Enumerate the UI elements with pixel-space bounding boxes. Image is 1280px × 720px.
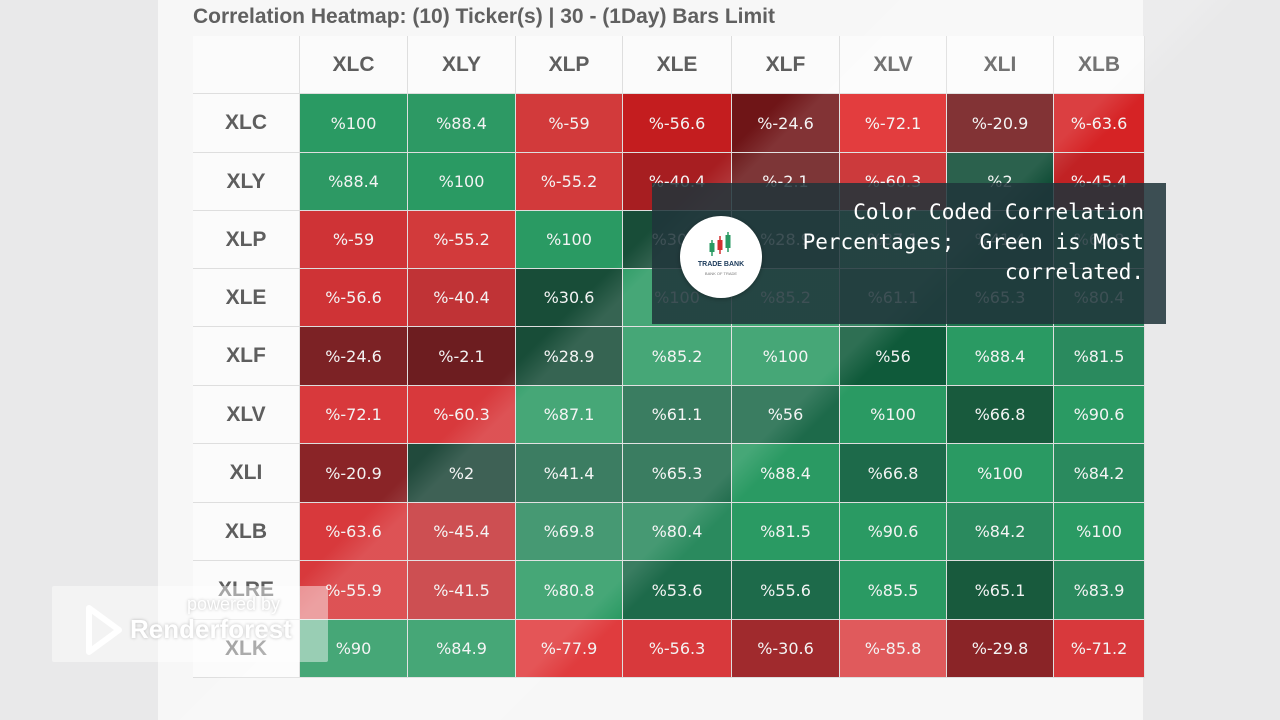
column-header-xlp: XLP [516,36,623,94]
heatmap-cell: %90 [300,620,408,678]
heatmap-cell: %90.6 [1054,386,1145,444]
row-header-xlv: XLV [193,386,300,444]
heatmap-cell: %84.9 [408,620,516,678]
row-header-xlc: XLC [193,94,300,153]
row-header-xly: XLY [193,153,300,211]
heatmap-cell: %-56.6 [623,94,732,153]
caption-line-2: Percentages; Green is Most [802,230,1144,254]
heatmap-cell: %87.1 [516,386,623,444]
heatmap-cell: %88.4 [947,327,1054,386]
heatmap-cell: %-20.9 [947,94,1054,153]
heatmap-cell: %-55.2 [408,211,516,269]
heatmap-cell: %56 [732,386,840,444]
heatmap-cell: %-29.8 [947,620,1054,678]
column-header-xlv: XLV [840,36,947,94]
heatmap-cell: %100 [840,386,947,444]
heatmap-cell: %81.5 [732,503,840,561]
row-header-xlb: XLB [193,503,300,561]
heatmap-cell: %2 [408,444,516,503]
heatmap-cell: %55.6 [732,561,840,620]
heatmap-cell: %100 [300,94,408,153]
heatmap-cell: %90.6 [840,503,947,561]
heatmap-cell: %85.5 [840,561,947,620]
heatmap-cell: %84.2 [1054,444,1145,503]
heatmap-title: Correlation Heatmap: (10) Ticker(s) | 30… [193,5,775,28]
heatmap-cell: %-56.6 [300,269,408,327]
heatmap-cell: %-40.4 [408,269,516,327]
heatmap-cell: %28.9 [516,327,623,386]
heatmap-cell: %-85.8 [840,620,947,678]
heatmap-cell: %100 [1054,503,1145,561]
watermark-powered-by: powered by [187,594,281,614]
heatmap-cell: %-77.9 [516,620,623,678]
column-header-xlb: XLB [1054,36,1145,94]
heatmap-cell: %-55.2 [516,153,623,211]
row-header-xlre: XLRE [193,561,300,620]
caption-line-1: Color Coded Correlation [853,200,1144,224]
heatmap-cell: %41.4 [516,444,623,503]
heatmap-cell: %100 [408,153,516,211]
heatmap-cell: %-56.3 [623,620,732,678]
caption-box: Color Coded Correlation Percentages; Gre… [652,183,1166,324]
heatmap-cell: %-55.9 [300,561,408,620]
logo-tagline: BANK OF TRADE [704,271,738,276]
heatmap-cell: %81.5 [1054,327,1145,386]
candlestick-icon [709,232,731,256]
heatmap-cell: %80.8 [516,561,623,620]
row-header-xlk: XLK [193,620,300,678]
heatmap-cell: %-30.6 [732,620,840,678]
heatmap-cell: %65.1 [947,561,1054,620]
heatmap-cell: %-24.6 [300,327,408,386]
heatmap-cell: %-24.6 [732,94,840,153]
heatmap-cell: %-72.1 [300,386,408,444]
logo-name: TRADE BANK [697,261,745,268]
heatmap-cell: %69.8 [516,503,623,561]
caption-line-3: correlated. [1004,260,1144,284]
heatmap-cell: %-59 [516,94,623,153]
row-header-xle: XLE [193,269,300,327]
heatmap-cell: %88.4 [300,153,408,211]
heatmap-cell: %61.1 [623,386,732,444]
row-header-xlf: XLF [193,327,300,386]
heatmap-cell: %-60.3 [408,386,516,444]
heatmap-cell: %30.6 [516,269,623,327]
heatmap-cell: %80.4 [623,503,732,561]
heatmap-cell: %66.8 [947,386,1054,444]
heatmap-cell: %56 [840,327,947,386]
heatmap-cell: %100 [732,327,840,386]
heatmap-cell: %-45.4 [408,503,516,561]
column-header-xlc: XLC [300,36,408,94]
column-header-xly: XLY [408,36,516,94]
watermark-panel [52,586,328,662]
heatmap-cell: %85.2 [623,327,732,386]
heatmap-cell: %-63.6 [300,503,408,561]
heatmap-cell: %88.4 [732,444,840,503]
heatmap-corner [193,36,300,94]
heatmap-cell: %-59 [300,211,408,269]
caption-text: Color Coded Correlation Percentages; Gre… [803,197,1144,287]
heatmap-cell: %66.8 [840,444,947,503]
heatmap-cell: %65.3 [623,444,732,503]
column-header-xle: XLE [623,36,732,94]
heatmap-cell: %-71.2 [1054,620,1145,678]
trade-bank-logo: TRADE BANK BANK OF TRADE [680,216,762,298]
heatmap-cell: %-72.1 [840,94,947,153]
heatmap-cell: %83.9 [1054,561,1145,620]
column-header-xli: XLI [947,36,1054,94]
watermark-brand: Renderforest [130,614,292,644]
heatmap-cell: %100 [947,444,1054,503]
correlation-heatmap: XLC XLY XLP XLE XLF XLV XLI XLB XLC %100 %88.4 %-59… [193,36,1145,678]
heatmap-cell: %100 [516,211,623,269]
heatmap-cell: %84.2 [947,503,1054,561]
heatmap-cell: %88.4 [408,94,516,153]
column-header-xlf: XLF [732,36,840,94]
row-header-xlp: XLP [193,211,300,269]
row-header-xli: XLI [193,444,300,503]
heatmap-cell: %-63.6 [1054,94,1145,153]
heatmap-cell: %53.6 [623,561,732,620]
heatmap-cell: %-20.9 [300,444,408,503]
play-icon [86,605,122,655]
heatmap-cell: %-41.5 [408,561,516,620]
heatmap-cell: %-2.1 [408,327,516,386]
